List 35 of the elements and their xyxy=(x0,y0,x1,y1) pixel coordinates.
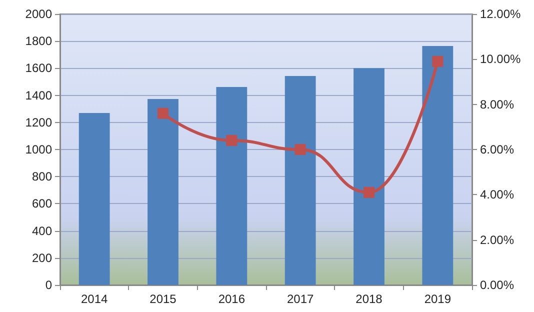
y2-tick-label: 8.00% xyxy=(480,97,514,112)
y-tick-label: 1200 xyxy=(25,115,52,130)
y-tick-label: 1800 xyxy=(25,34,52,48)
y-tick-label: 800 xyxy=(32,170,52,184)
point xyxy=(364,186,374,198)
y-tick-label: 2000 xyxy=(25,7,52,21)
y2-tick-label: 4.00% xyxy=(480,188,514,202)
bar xyxy=(284,76,316,285)
bar xyxy=(148,98,178,285)
y-tick-label: 1600 xyxy=(25,61,52,76)
x-tick-label: 2017 xyxy=(286,292,314,306)
y-tick-label: 200 xyxy=(32,250,52,265)
y-tick-label: 1400 xyxy=(25,88,52,102)
x-tick-label: 2014 xyxy=(80,292,108,306)
bar xyxy=(422,46,454,285)
y2-tick-label: 6.00% xyxy=(480,142,514,156)
point xyxy=(432,56,444,67)
bar xyxy=(354,68,384,285)
point xyxy=(226,134,238,146)
x-tick-label: 2015 xyxy=(150,292,177,306)
y2-tick-label: 12.00% xyxy=(480,7,522,21)
y-tick-label: 0 xyxy=(45,278,52,292)
bar xyxy=(216,87,248,285)
x-tick-label: 2018 xyxy=(356,292,383,306)
x-tick-label: 2016 xyxy=(218,292,246,306)
y2-tick-label: 2.00% xyxy=(480,232,514,247)
x-tick-label: 2019 xyxy=(424,292,452,306)
point xyxy=(158,108,168,119)
y2-tick-label: 10.00% xyxy=(480,52,522,66)
y-tick-label: 600 xyxy=(32,196,52,211)
y2-tick-label: 0.00% xyxy=(480,278,514,292)
y-tick-label: 1000 xyxy=(25,142,52,156)
y-tick-label: 400 xyxy=(32,224,52,238)
point xyxy=(294,144,306,155)
bar xyxy=(78,113,110,285)
